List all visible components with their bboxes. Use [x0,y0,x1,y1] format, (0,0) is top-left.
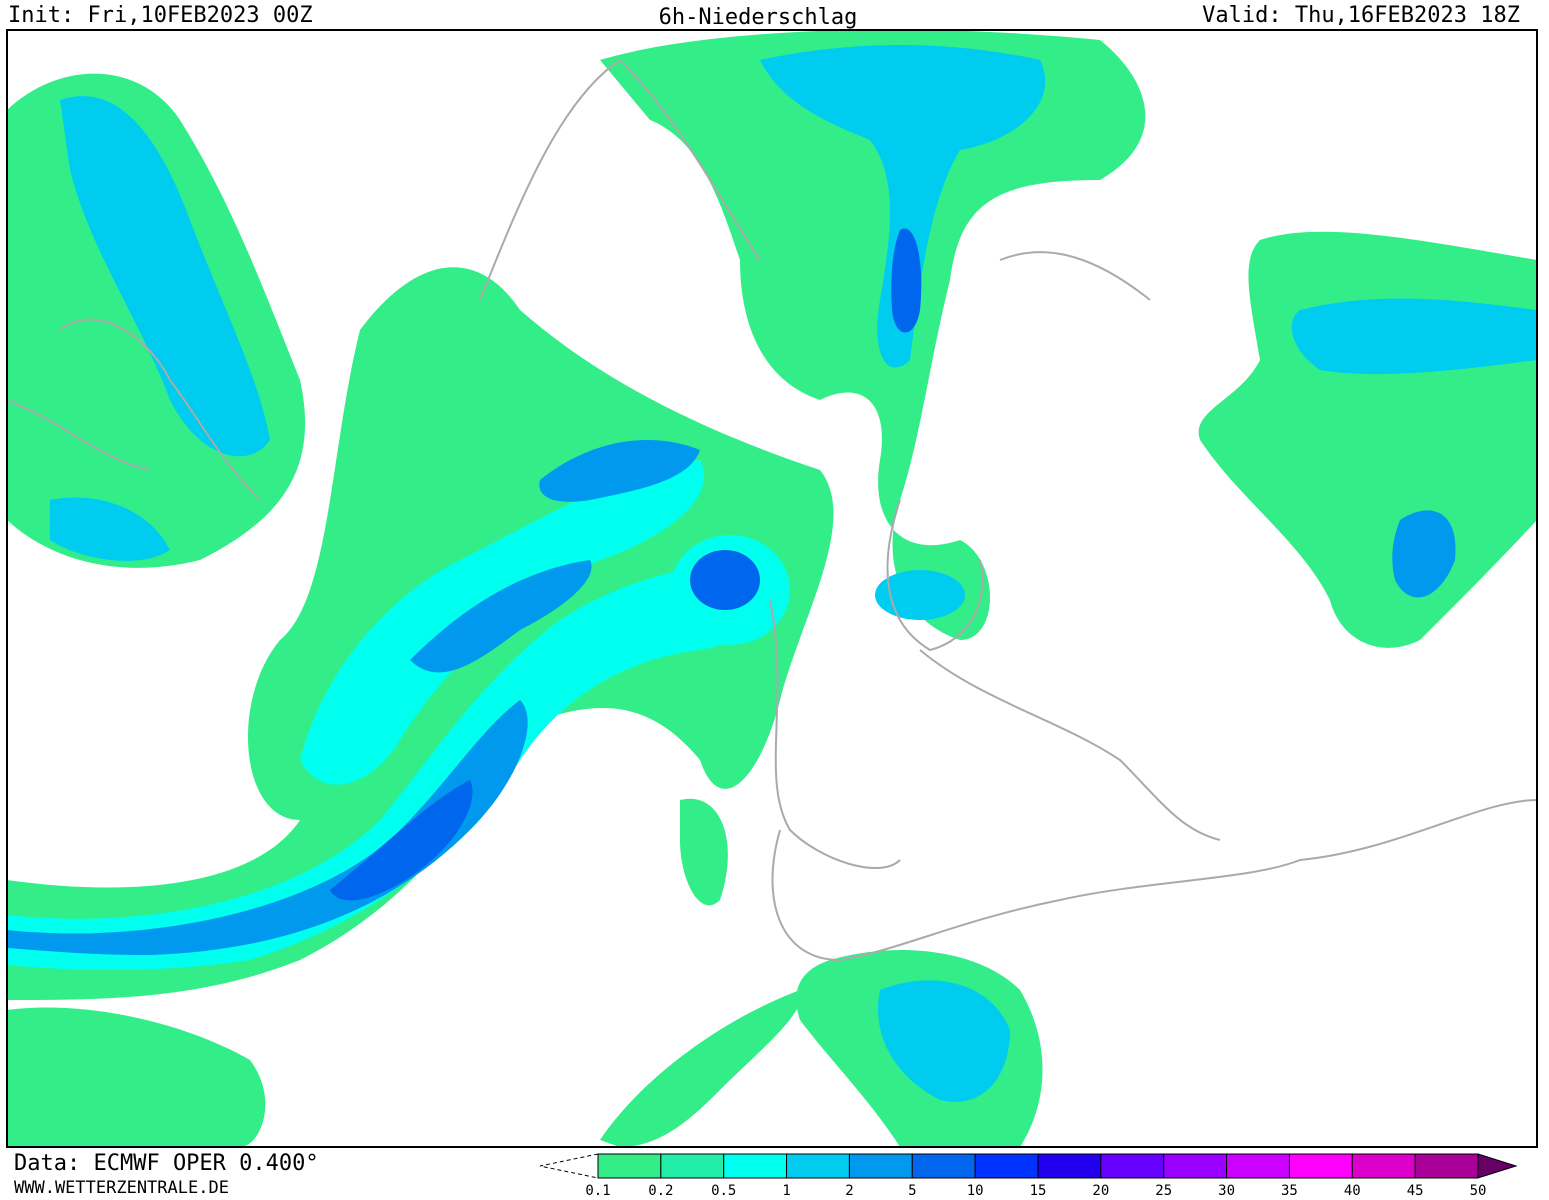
precip-area [50,497,170,561]
colorbar-label: 0.5 [711,1183,736,1199]
colorbar-box [597,1153,662,1179]
precip-area [760,45,1046,368]
colorbar-box [786,1153,850,1179]
colorbar-box [1351,1153,1416,1179]
colorbar-label: 1 [782,1183,790,1199]
colorbar-box [974,1153,1039,1179]
colorbar-label: 0.1 [585,1183,610,1199]
map-frame [6,29,1538,1148]
precip-area [7,560,773,970]
colorbar-label: 0.2 [648,1183,673,1199]
colorbar-label: 5 [908,1183,916,1199]
colorbar-label: 25 [1155,1183,1172,1199]
colorbar-box [660,1153,725,1179]
colorbar-box [911,1153,976,1179]
colorbar-label: 10 [967,1183,984,1199]
map [6,29,1538,1148]
colorbar-box [1414,1153,1479,1179]
colorbar-label: 15 [1030,1183,1047,1199]
precip-area [539,440,700,502]
precip-area [1392,510,1456,598]
colorbar-box [723,1153,788,1179]
precip-area [600,30,1146,640]
colorbar-label: 50 [1470,1183,1487,1199]
colorbar: 0.1 0.2 0.5 1 2 5 10 15 20 25 30 35 40 45 50 [539,1153,1518,1199]
website: WWW.WETTERZENTRALE.DE [14,1178,229,1198]
colorbar-under-arrow [539,1153,599,1179]
precip-area [1198,231,1537,648]
precip-area [1291,298,1537,375]
colorbar-box [848,1153,913,1179]
map-title: 6h-Niederschlag [659,5,858,30]
colorbar-label: 30 [1218,1183,1235,1199]
coastline [479,59,1537,962]
colorbar-box [1163,1153,1228,1179]
precip-area [600,990,802,1147]
colorbar-label: 2 [845,1183,853,1199]
precip-area [875,570,965,620]
coastline [7,318,261,501]
data-source: Data: ECMWF OPER 0.400° [14,1151,319,1176]
init-time: Init: Fri,10FEB2023 00Z [8,3,313,28]
precip-area [7,1007,266,1147]
precip-area [690,550,760,610]
precip-area [330,780,473,901]
colorbar-box [1288,1153,1353,1179]
valid-time: Valid: Thu,16FEB2023 18Z [1202,3,1520,28]
precip-area [891,228,922,333]
colorbar-box [1037,1153,1102,1179]
colorbar-label: 20 [1092,1183,1109,1199]
colorbar-over-arrow [1477,1153,1518,1179]
colorbar-box [1226,1153,1290,1179]
precip-area [60,96,270,457]
colorbar-label: 45 [1407,1183,1424,1199]
precip-area [410,560,592,673]
colorbar-box [1100,1153,1165,1179]
precip-area [878,980,1010,1102]
colorbar-label: 35 [1281,1183,1298,1199]
colorbar-label: 40 [1344,1183,1361,1199]
precip-area [680,798,728,906]
